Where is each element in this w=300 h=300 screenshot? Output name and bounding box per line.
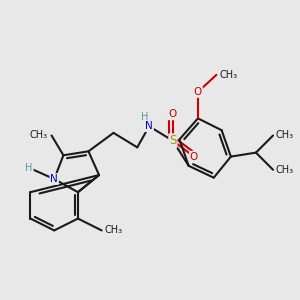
Text: CH₃: CH₃ <box>29 130 48 140</box>
Text: N: N <box>50 174 58 184</box>
Text: O: O <box>190 152 198 162</box>
Text: H: H <box>26 164 33 173</box>
Text: H: H <box>141 112 148 122</box>
Text: N: N <box>145 121 153 131</box>
Text: O: O <box>194 87 202 97</box>
Text: CH₃: CH₃ <box>104 225 122 236</box>
Text: CH₃: CH₃ <box>219 70 237 80</box>
Text: CH₃: CH₃ <box>276 165 294 175</box>
Text: O: O <box>169 110 177 119</box>
Text: CH₃: CH₃ <box>276 130 294 140</box>
Text: S: S <box>169 134 176 147</box>
